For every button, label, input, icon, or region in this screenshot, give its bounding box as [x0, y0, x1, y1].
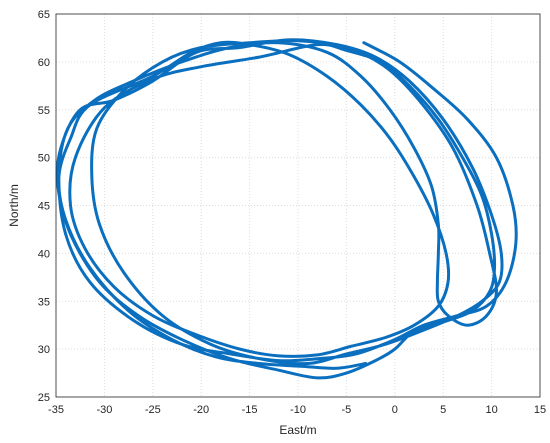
y-axis-label: North/m [7, 184, 21, 227]
y-tick-label: 55 [38, 105, 50, 117]
x-tick-label: -15 [242, 404, 258, 416]
x-tick-label: 5 [440, 404, 446, 416]
x-tick-label: 0 [392, 404, 398, 416]
y-tick-label: 45 [38, 201, 50, 213]
x-tick-label: -35 [48, 404, 64, 416]
x-tick-label: 10 [485, 404, 497, 416]
x-tick-label: -25 [145, 404, 161, 416]
x-tick-label: -5 [342, 404, 352, 416]
y-tick-label: 40 [38, 248, 50, 260]
x-tick-label: -20 [193, 404, 209, 416]
series-layer [55, 38, 518, 380]
y-tick-label: 65 [38, 9, 50, 21]
x-axis-label: East/m [279, 423, 316, 437]
x-tick-label: -10 [290, 404, 306, 416]
tick-labels: -35 -30 -25 -20 -15 -10 -5 0 5 10 15 25 30 35 40 45 50 55… [38, 9, 546, 416]
plot-frame [55, 13, 541, 398]
y-tick-label: 50 [38, 153, 50, 165]
y-tick-label: 35 [38, 296, 50, 308]
grid [55, 13, 541, 398]
y-tick-label: 25 [38, 392, 50, 404]
x-tick-label: 15 [534, 404, 546, 416]
y-tick-label: 60 [38, 57, 50, 69]
y-tick-label: 30 [38, 344, 50, 356]
x-tick-label: -30 [96, 404, 112, 416]
trajectory-line [55, 38, 518, 380]
